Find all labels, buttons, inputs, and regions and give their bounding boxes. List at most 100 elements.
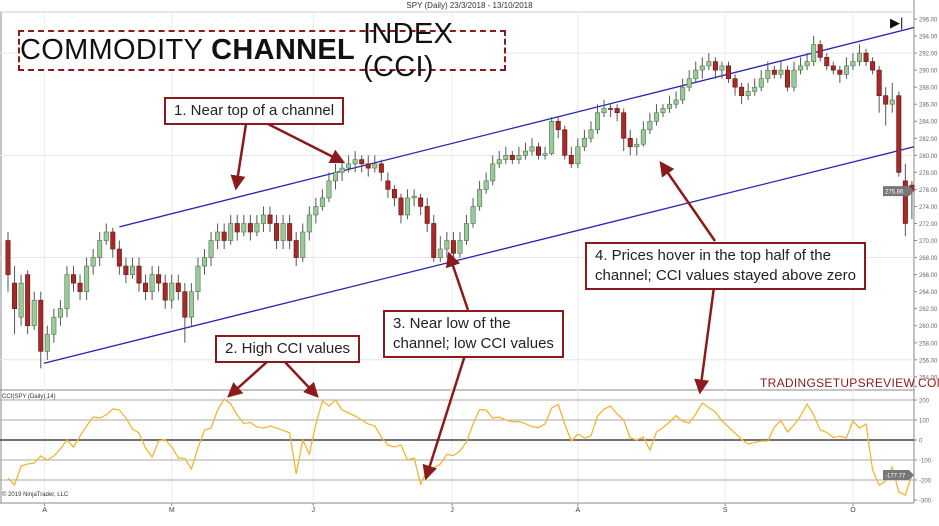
candle [208,232,214,267]
candle-up-body [260,214,266,224]
candle [509,151,515,164]
candle [902,163,908,237]
candle [549,116,555,156]
candle [247,214,253,241]
candle-up-body [542,153,548,156]
candle [752,78,758,96]
x-tick-label: A [576,507,581,514]
candle-down-body [247,223,253,233]
candle-up-body [758,78,764,88]
candle [503,146,509,164]
candle [71,266,77,292]
cci-y-tick-label: 100 [919,419,930,425]
candle-down-body [555,120,561,131]
candle [143,274,149,301]
y-tick-label: 276.00 [919,188,938,194]
candle [274,214,280,250]
candle-up-body [719,65,725,71]
candle-down-body [824,57,830,67]
cci-line [7,398,913,496]
candle-up-body [640,129,646,145]
candle-up-body [686,78,692,88]
candle [202,249,208,275]
candle-up-body [306,214,312,233]
candle-down-body [156,274,162,284]
candle [234,214,240,241]
candle [673,91,679,109]
candle-up-body [811,44,817,62]
candle-up-body [745,91,751,96]
candle [359,155,365,173]
candle-down-body [771,69,777,75]
candle-up-body [843,65,849,75]
candle-down-body [385,180,391,190]
candle [594,104,600,135]
candle-down-body [876,69,882,96]
candle [889,82,895,113]
note-1: 1. Near top of a channel [164,97,345,125]
candle [267,206,273,232]
arrow [230,123,248,191]
y-tick-label: 266.00 [919,273,938,279]
candle [876,65,882,113]
candle-down-body [509,155,515,160]
candle [188,283,194,326]
channel-line-upper [119,26,915,228]
candle-down-body [562,129,568,156]
candle [798,57,804,75]
candle [156,266,162,292]
candle [339,159,345,181]
candle [634,138,640,156]
candle [38,291,44,369]
y-tick-label: 270.00 [919,239,938,245]
candle [542,146,548,160]
candle-down-body [175,282,181,292]
value-markers: 275.86 -177.77 [883,186,914,480]
candle-up-body [634,143,640,148]
candle-down-body [902,180,908,224]
candle [765,61,771,83]
candle-up-body [496,159,502,165]
candle-up-body [188,291,194,318]
candle-up-body [352,159,358,165]
candle-up-body [798,65,804,71]
candle [57,300,63,326]
candle-up-body [699,65,705,71]
candle-up-body [149,274,155,292]
candle [12,266,18,335]
candle-down-body [365,163,371,169]
candle-down-body [450,240,456,254]
x-tick-label: M [169,507,175,514]
candle [653,104,659,126]
arrow [694,286,716,395]
candle-up-body [765,69,771,79]
candle [280,214,286,250]
x-tick-label: A [42,507,47,514]
candle-up-body [667,103,673,109]
candle [306,206,312,241]
y-tick-label: 286.00 [919,103,938,109]
channel-line-lower [43,146,915,364]
skip-to-end-icon[interactable]: ▶| [890,15,904,30]
y-tick-label: 296.00 [919,18,938,24]
candle-down-body [739,86,745,96]
note-4: 4. Prices hover in the top half of the ch… [585,242,866,290]
candle [811,36,817,66]
y-tick-label: 268.00 [919,256,938,262]
candle [804,53,810,71]
main-title: COMMODITY CHANNEL INDEX (CCI) [18,18,506,83]
candle-down-body [896,95,902,173]
candle [169,274,175,309]
candle-down-body [71,274,77,284]
candle [667,95,673,113]
candle [398,193,404,224]
candle [522,142,528,160]
candle-up-body [463,223,469,241]
candle [745,82,751,100]
indicator-label: CCI(SPY (Daily),14) [2,394,56,400]
candle-up-body [44,333,50,352]
candle [391,185,397,207]
candle-up-body [490,163,496,182]
y-tick-label: 292.00 [919,52,938,58]
candle-up-body [437,248,443,258]
